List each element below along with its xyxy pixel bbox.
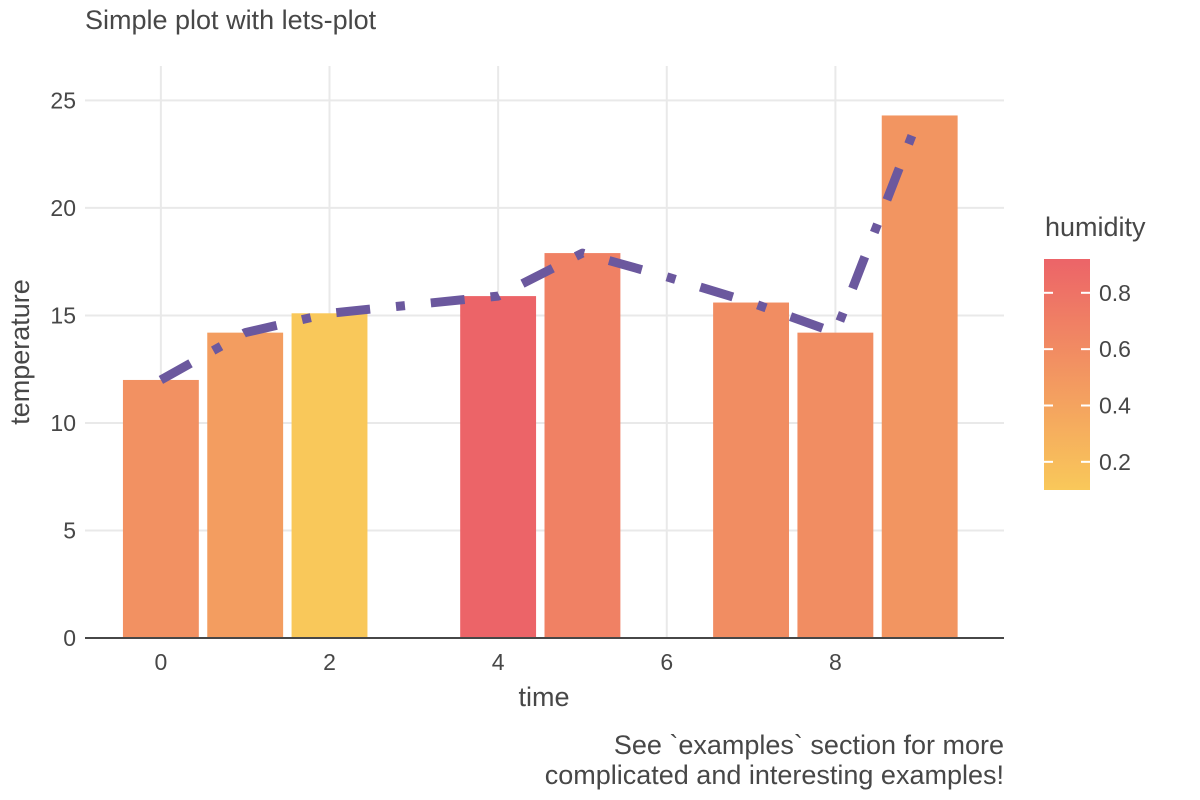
legend: humidity 0.2 0.4 0.6 0.8 xyxy=(1044,212,1146,490)
y-tick-label: 5 xyxy=(63,517,76,543)
x-axis-title: time xyxy=(518,682,569,712)
x-tick-label: 4 xyxy=(492,649,505,675)
legend-colorbar xyxy=(1044,259,1090,490)
y-tick-label: 15 xyxy=(50,302,76,328)
legend-break-label: 0.6 xyxy=(1099,336,1131,362)
caption-line-2: complicated and interesting examples! xyxy=(545,760,1004,790)
y-tick-label: 0 xyxy=(63,625,76,651)
legend-break-label: 0.4 xyxy=(1099,392,1131,418)
bar xyxy=(713,302,790,638)
y-tick-label: 20 xyxy=(50,195,76,221)
x-tick-labels: 0 2 4 6 8 xyxy=(154,649,841,675)
bar xyxy=(460,296,537,638)
series-line-path xyxy=(158,113,924,384)
bar xyxy=(207,332,284,638)
bars xyxy=(122,115,958,639)
x-tick-label: 2 xyxy=(323,649,336,675)
x-tick-label: 8 xyxy=(829,649,842,675)
chart-title: Simple plot with lets-plot xyxy=(85,5,377,35)
y-axis-title: temperature xyxy=(5,279,35,425)
x-tick-label: 0 xyxy=(154,649,167,675)
legend-break-label: 0.2 xyxy=(1099,449,1131,475)
bar xyxy=(122,379,199,638)
y-tick-labels: 0 5 10 15 20 25 xyxy=(50,87,76,651)
x-tick-label: 6 xyxy=(660,649,673,675)
bar xyxy=(797,332,874,638)
series-line xyxy=(158,113,924,384)
y-tick-label: 25 xyxy=(50,87,76,113)
legend-break-label: 0.8 xyxy=(1099,280,1131,306)
bar xyxy=(544,253,621,638)
bar xyxy=(881,115,958,639)
bar xyxy=(291,313,368,638)
y-tick-label: 10 xyxy=(50,410,76,436)
legend-title: humidity xyxy=(1045,212,1146,242)
legend-breaks: 0.2 0.4 0.6 0.8 xyxy=(1044,280,1131,475)
caption-line-1: See `examples` section for more xyxy=(614,730,1004,760)
